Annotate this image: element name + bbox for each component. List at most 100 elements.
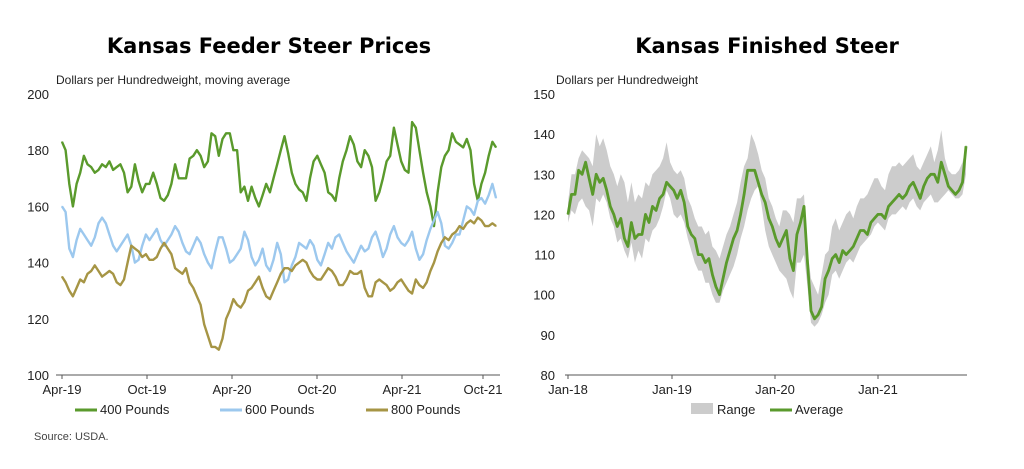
data-point-400-pounds <box>86 163 89 165</box>
data-point-600-pounds <box>448 248 450 250</box>
data-point-400-pounds <box>61 141 63 143</box>
data-point-800-pounds <box>324 273 326 275</box>
data-point-600-pounds <box>185 250 187 252</box>
data-point-600-pounds <box>356 253 358 255</box>
data-point-average <box>754 169 756 171</box>
data-point-600-pounds <box>178 231 180 233</box>
data-point-average <box>655 209 657 211</box>
data-point-average <box>673 189 675 191</box>
x-tick-label: Apr-19 <box>42 382 81 397</box>
y-tick-label: 150 <box>533 87 555 102</box>
data-point-average <box>954 193 957 195</box>
data-point-600-pounds <box>65 211 67 213</box>
data-point-800-pounds <box>72 295 74 297</box>
data-point-800-pounds <box>313 276 315 278</box>
data-point-600-pounds <box>152 233 154 236</box>
data-point-800-pounds <box>437 250 439 252</box>
data-point-average <box>747 169 749 171</box>
data-point-average <box>817 314 819 316</box>
data-point-600-pounds <box>119 245 121 247</box>
data-point-800-pounds <box>451 233 453 236</box>
data-point-average <box>630 221 633 224</box>
data-point-600-pounds <box>145 233 147 236</box>
data-point-400-pounds <box>396 144 399 146</box>
data-point-average <box>810 310 812 312</box>
data-point-800-pounds <box>477 217 479 219</box>
data-point-600-pounds <box>170 233 172 236</box>
data-point-average <box>701 254 703 256</box>
data-point-800-pounds <box>254 281 256 283</box>
legend-label-800: 800 Pounds <box>391 402 461 417</box>
data-point-600-pounds <box>287 278 289 281</box>
data-point-average <box>722 278 724 280</box>
data-point-400-pounds <box>327 191 329 193</box>
data-point-800-pounds <box>371 295 373 297</box>
data-point-600-pounds <box>411 231 413 233</box>
data-point-400-pounds <box>422 172 424 174</box>
y-tick-label: 120 <box>27 312 49 327</box>
data-point-800-pounds <box>130 245 132 247</box>
data-point-800-pounds <box>167 248 169 250</box>
data-point-800-pounds <box>269 298 271 300</box>
data-point-average <box>799 221 802 224</box>
data-point-average <box>669 185 671 187</box>
data-point-800-pounds <box>185 267 187 269</box>
data-point-800-pounds <box>280 273 282 275</box>
data-point-400-pounds <box>185 177 187 179</box>
data-point-600-pounds <box>331 248 333 250</box>
data-point-600-pounds <box>203 253 205 255</box>
data-point-average <box>895 197 897 199</box>
data-point-600-pounds <box>134 262 136 264</box>
data-point-average <box>570 193 573 195</box>
data-point-800-pounds <box>389 290 391 292</box>
data-point-average <box>729 250 731 252</box>
data-point-600-pounds <box>404 245 406 247</box>
y-tick-label: 100 <box>27 368 49 383</box>
data-point-600-pounds <box>415 248 417 250</box>
data-point-800-pounds <box>349 270 351 272</box>
data-point-800-pounds <box>433 262 435 264</box>
series-line-800-pounds <box>60 216 497 351</box>
data-point-800-pounds <box>407 290 410 292</box>
data-point-600-pounds <box>105 222 107 224</box>
data-point-average <box>771 225 773 228</box>
data-point-600-pounds <box>123 239 125 241</box>
data-point-average <box>581 173 583 175</box>
data-point-800-pounds <box>473 222 475 224</box>
data-point-400-pounds <box>356 160 358 162</box>
data-point-average <box>768 217 770 219</box>
data-point-average <box>905 193 907 195</box>
data-point-400-pounds <box>451 132 453 134</box>
data-point-800-pounds <box>462 228 464 230</box>
data-point-400-pounds <box>305 200 307 202</box>
data-point-600-pounds <box>298 242 300 244</box>
data-point-average <box>849 250 851 252</box>
left-unit-label: Dollars per Hundredweight, moving averag… <box>56 73 290 87</box>
y-tick-label: 90 <box>541 328 555 343</box>
data-point-600-pounds <box>480 197 482 199</box>
data-point-800-pounds <box>86 273 89 275</box>
data-point-average <box>923 185 925 187</box>
series-line-average <box>566 146 968 321</box>
data-point-average <box>725 262 728 264</box>
data-point-600-pounds <box>364 250 366 252</box>
data-point-average <box>951 189 953 191</box>
data-point-800-pounds <box>218 349 220 351</box>
data-point-average <box>708 258 710 260</box>
data-point-average <box>958 189 960 191</box>
data-point-400-pounds <box>247 200 249 202</box>
data-point-400-pounds <box>345 149 348 151</box>
data-point-average <box>852 245 854 248</box>
data-point-average <box>736 229 738 232</box>
data-point-600-pounds <box>200 242 202 244</box>
data-point-400-pounds <box>254 197 256 199</box>
data-point-average <box>694 237 696 240</box>
data-point-400-pounds <box>473 183 475 185</box>
data-point-400-pounds <box>353 144 355 146</box>
data-point-800-pounds <box>262 287 264 289</box>
data-point-600-pounds <box>280 253 282 255</box>
data-point-800-pounds <box>108 270 110 272</box>
data-point-800-pounds <box>225 318 227 320</box>
data-point-600-pounds <box>240 248 242 250</box>
data-point-400-pounds <box>294 183 296 185</box>
